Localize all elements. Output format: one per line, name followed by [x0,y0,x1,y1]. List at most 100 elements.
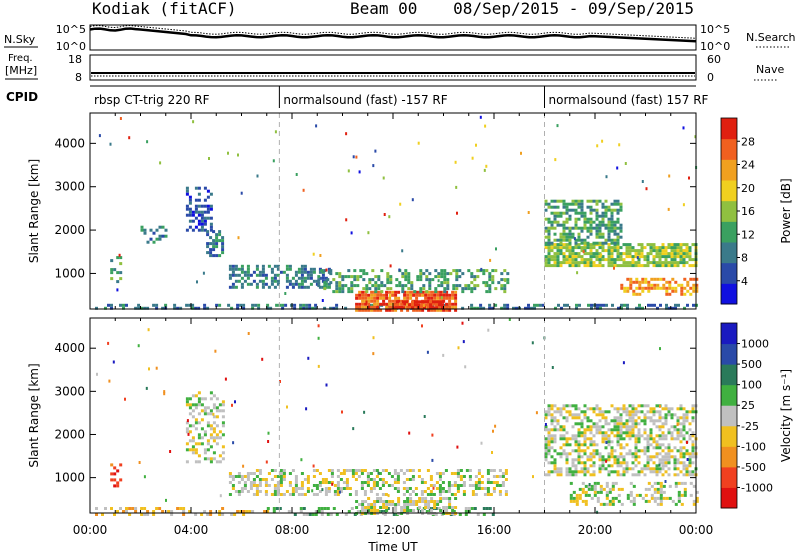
data-cell [291,282,295,286]
data-cell [553,449,557,453]
data-cell [565,437,569,441]
data-cell [303,276,307,280]
data-cell [188,210,192,214]
data-cell [206,230,210,234]
data-cell [318,490,322,493]
data-cell [221,445,225,449]
data-cell [470,281,474,285]
data-cell [388,308,392,312]
data-cell [396,300,399,304]
data-cell [327,285,331,289]
data-cell [638,303,641,307]
data-cell [448,302,452,306]
data-cell [362,269,366,273]
data-cell [574,404,578,408]
data-cell [426,469,430,472]
data-cell [347,290,351,294]
data-cell [571,425,575,429]
data-cell [598,252,602,256]
data-cell [613,428,617,432]
data-cell [613,264,617,268]
data-cell [408,303,411,307]
data-cell [384,493,388,496]
data-cell [661,425,665,429]
data-cell [544,473,548,477]
data-cell [559,473,563,477]
data-cell [411,490,415,493]
data-cell [575,502,579,506]
data-cell [302,188,305,192]
data-cell [376,299,380,303]
data-cell [602,502,606,506]
data-cell [361,503,365,506]
data-cell [670,449,674,453]
data-cell [321,270,325,274]
data-cell [417,300,420,304]
data-cell [288,282,292,286]
data-cell [659,286,663,290]
data-cell [559,211,563,215]
data-cell [311,513,315,516]
data-cell [255,282,259,286]
data-cell [206,442,210,446]
data-cell [470,306,474,310]
data-cell [575,496,579,500]
data-cell [595,404,599,408]
data-cell [391,293,395,297]
data-cell [573,237,576,241]
data-cell [367,506,371,509]
data-cell [649,467,653,471]
data-cell [406,293,410,297]
data-cell [368,278,372,282]
data-cell [381,469,385,472]
data-cell [571,458,575,462]
data-cell [354,490,358,493]
data-cell [562,226,566,230]
data-cell [629,481,633,485]
data-cell [185,228,189,232]
data-cell [370,296,374,300]
data-cell [470,275,474,279]
data-cell [458,284,462,288]
data-cell [640,419,644,423]
data-cell [691,258,695,262]
data-cell [572,496,576,500]
data-cell [661,434,665,438]
data-cell [631,452,635,456]
data-cell [364,293,368,297]
data-cell [599,306,602,310]
data-cell [607,470,611,474]
data-cell [358,302,362,306]
data-cell [676,473,680,477]
y-axis-label: Slant Range [km] [27,363,41,467]
data-cell [595,264,599,268]
data-cell [299,303,303,307]
data-cell [437,272,441,276]
data-cell [326,507,330,510]
data-cell [673,246,677,250]
data-cell [434,507,438,510]
data-cell [595,223,599,227]
data-cell [589,437,593,441]
data-cell [568,229,572,233]
data-cell [568,255,572,259]
data-cell [428,507,432,510]
data-cell [209,204,213,208]
data-cell [614,496,618,500]
data-cell [402,472,406,475]
data-cell [422,304,425,307]
data-cell [562,434,566,438]
data-cell [601,416,605,420]
data-cell [197,186,201,190]
data-cell [312,464,315,468]
data-cell [589,452,593,456]
data-cell [399,202,402,206]
data-cell [425,278,429,282]
data-cell [439,308,443,312]
data-cell [641,180,644,183]
data-cell [420,493,424,496]
data-cell [512,306,515,310]
data-cell [431,433,434,437]
data-cell [335,303,339,307]
data-cell [321,488,324,492]
